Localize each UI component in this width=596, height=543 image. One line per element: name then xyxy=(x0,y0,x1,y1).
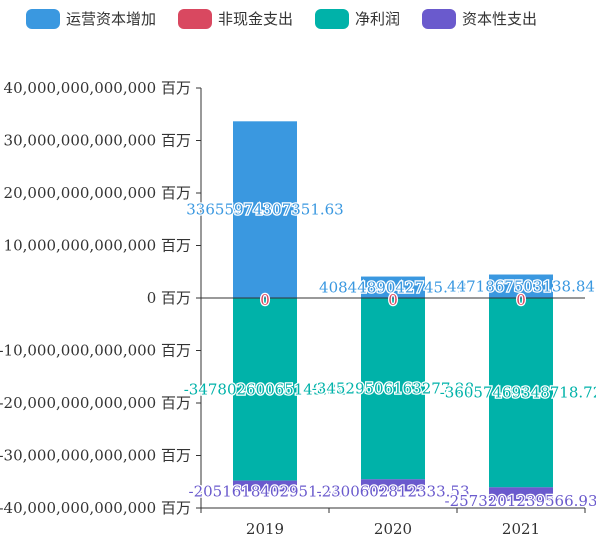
data-label-1-0: 0 xyxy=(260,291,270,309)
bar-0-2 xyxy=(489,274,553,298)
data-label-2-2: -36057469348718.72 xyxy=(440,384,596,402)
legend-swatch-non-cash xyxy=(178,8,213,29)
legend-label-net-profit: 净利润 xyxy=(355,10,401,28)
x-tick-label: 2020 xyxy=(374,520,412,538)
x-tick-label: 2019 xyxy=(246,520,284,538)
legend-item-non-cash[interactable]: 非现金支出 xyxy=(178,8,293,29)
y-tick-label: 10,000,000,000,000 百万 xyxy=(4,237,191,255)
data-label-3-1: -2300602812333.53 xyxy=(317,482,470,500)
legend-swatch-operating-capital xyxy=(26,8,60,29)
y-tick-label: 30,000,000,000,000 百万 xyxy=(4,132,191,150)
bar-3-1 xyxy=(361,479,425,492)
legend-item-net-profit[interactable]: 净利润 xyxy=(315,8,400,29)
y-tick-label: 20,000,000,000,000 百万 xyxy=(4,184,191,202)
legend-item-capex[interactable]: 资本性支出 xyxy=(422,8,537,29)
bar-2-1 xyxy=(361,298,425,480)
y-tick-label: -30,000,000,000,000 百万 xyxy=(0,447,191,465)
data-label-2-1: -34529506163277.28 xyxy=(312,380,475,398)
bar-2-0 xyxy=(233,298,297,481)
bar-2-2 xyxy=(489,298,553,488)
data-label-0-1: 4084489042745.12 xyxy=(319,278,467,296)
legend-item-operating-capital[interactable]: 运营资本增加 xyxy=(26,8,156,29)
data-label-3-0: -2051618402951.34 xyxy=(189,482,342,500)
legend-swatch-capex xyxy=(422,8,457,29)
y-tick-label: -10,000,000,000,000 百万 xyxy=(0,342,191,360)
y-tick-label: -20,000,000,000,000 百万 xyxy=(0,394,191,412)
data-label-0-2: 4471867503138.84 xyxy=(447,277,595,295)
data-label-3-2: -2573201239566.93 xyxy=(445,492,596,510)
legend: 运营资本增加 非现金支出 净利润 资本性支出 xyxy=(26,8,559,29)
bar-3-0 xyxy=(233,480,297,492)
legend-label-non-cash: 非现金支出 xyxy=(218,10,294,28)
data-label-2-0: -34780260065149.34 xyxy=(184,380,347,398)
data-label-1-1: 0 xyxy=(388,291,398,309)
y-tick-label: 0 百万 xyxy=(147,289,191,307)
legend-label-operating-capital: 运营资本增加 xyxy=(66,10,157,28)
data-label-1-2: 0 xyxy=(516,291,526,309)
y-tick-label: -40,000,000,000,000 百万 xyxy=(0,499,191,517)
bar-3-2 xyxy=(489,487,553,501)
legend-swatch-net-profit xyxy=(315,8,350,29)
legend-label-capex: 资本性支出 xyxy=(462,10,538,28)
data-label-0-0: 33655974307351.63 xyxy=(186,201,343,219)
x-tick-label: 2021 xyxy=(502,520,540,538)
bar-0-1 xyxy=(361,276,425,298)
bar-0-0 xyxy=(233,121,297,298)
y-tick-label: 40,000,000,000,000 百万 xyxy=(4,79,191,97)
